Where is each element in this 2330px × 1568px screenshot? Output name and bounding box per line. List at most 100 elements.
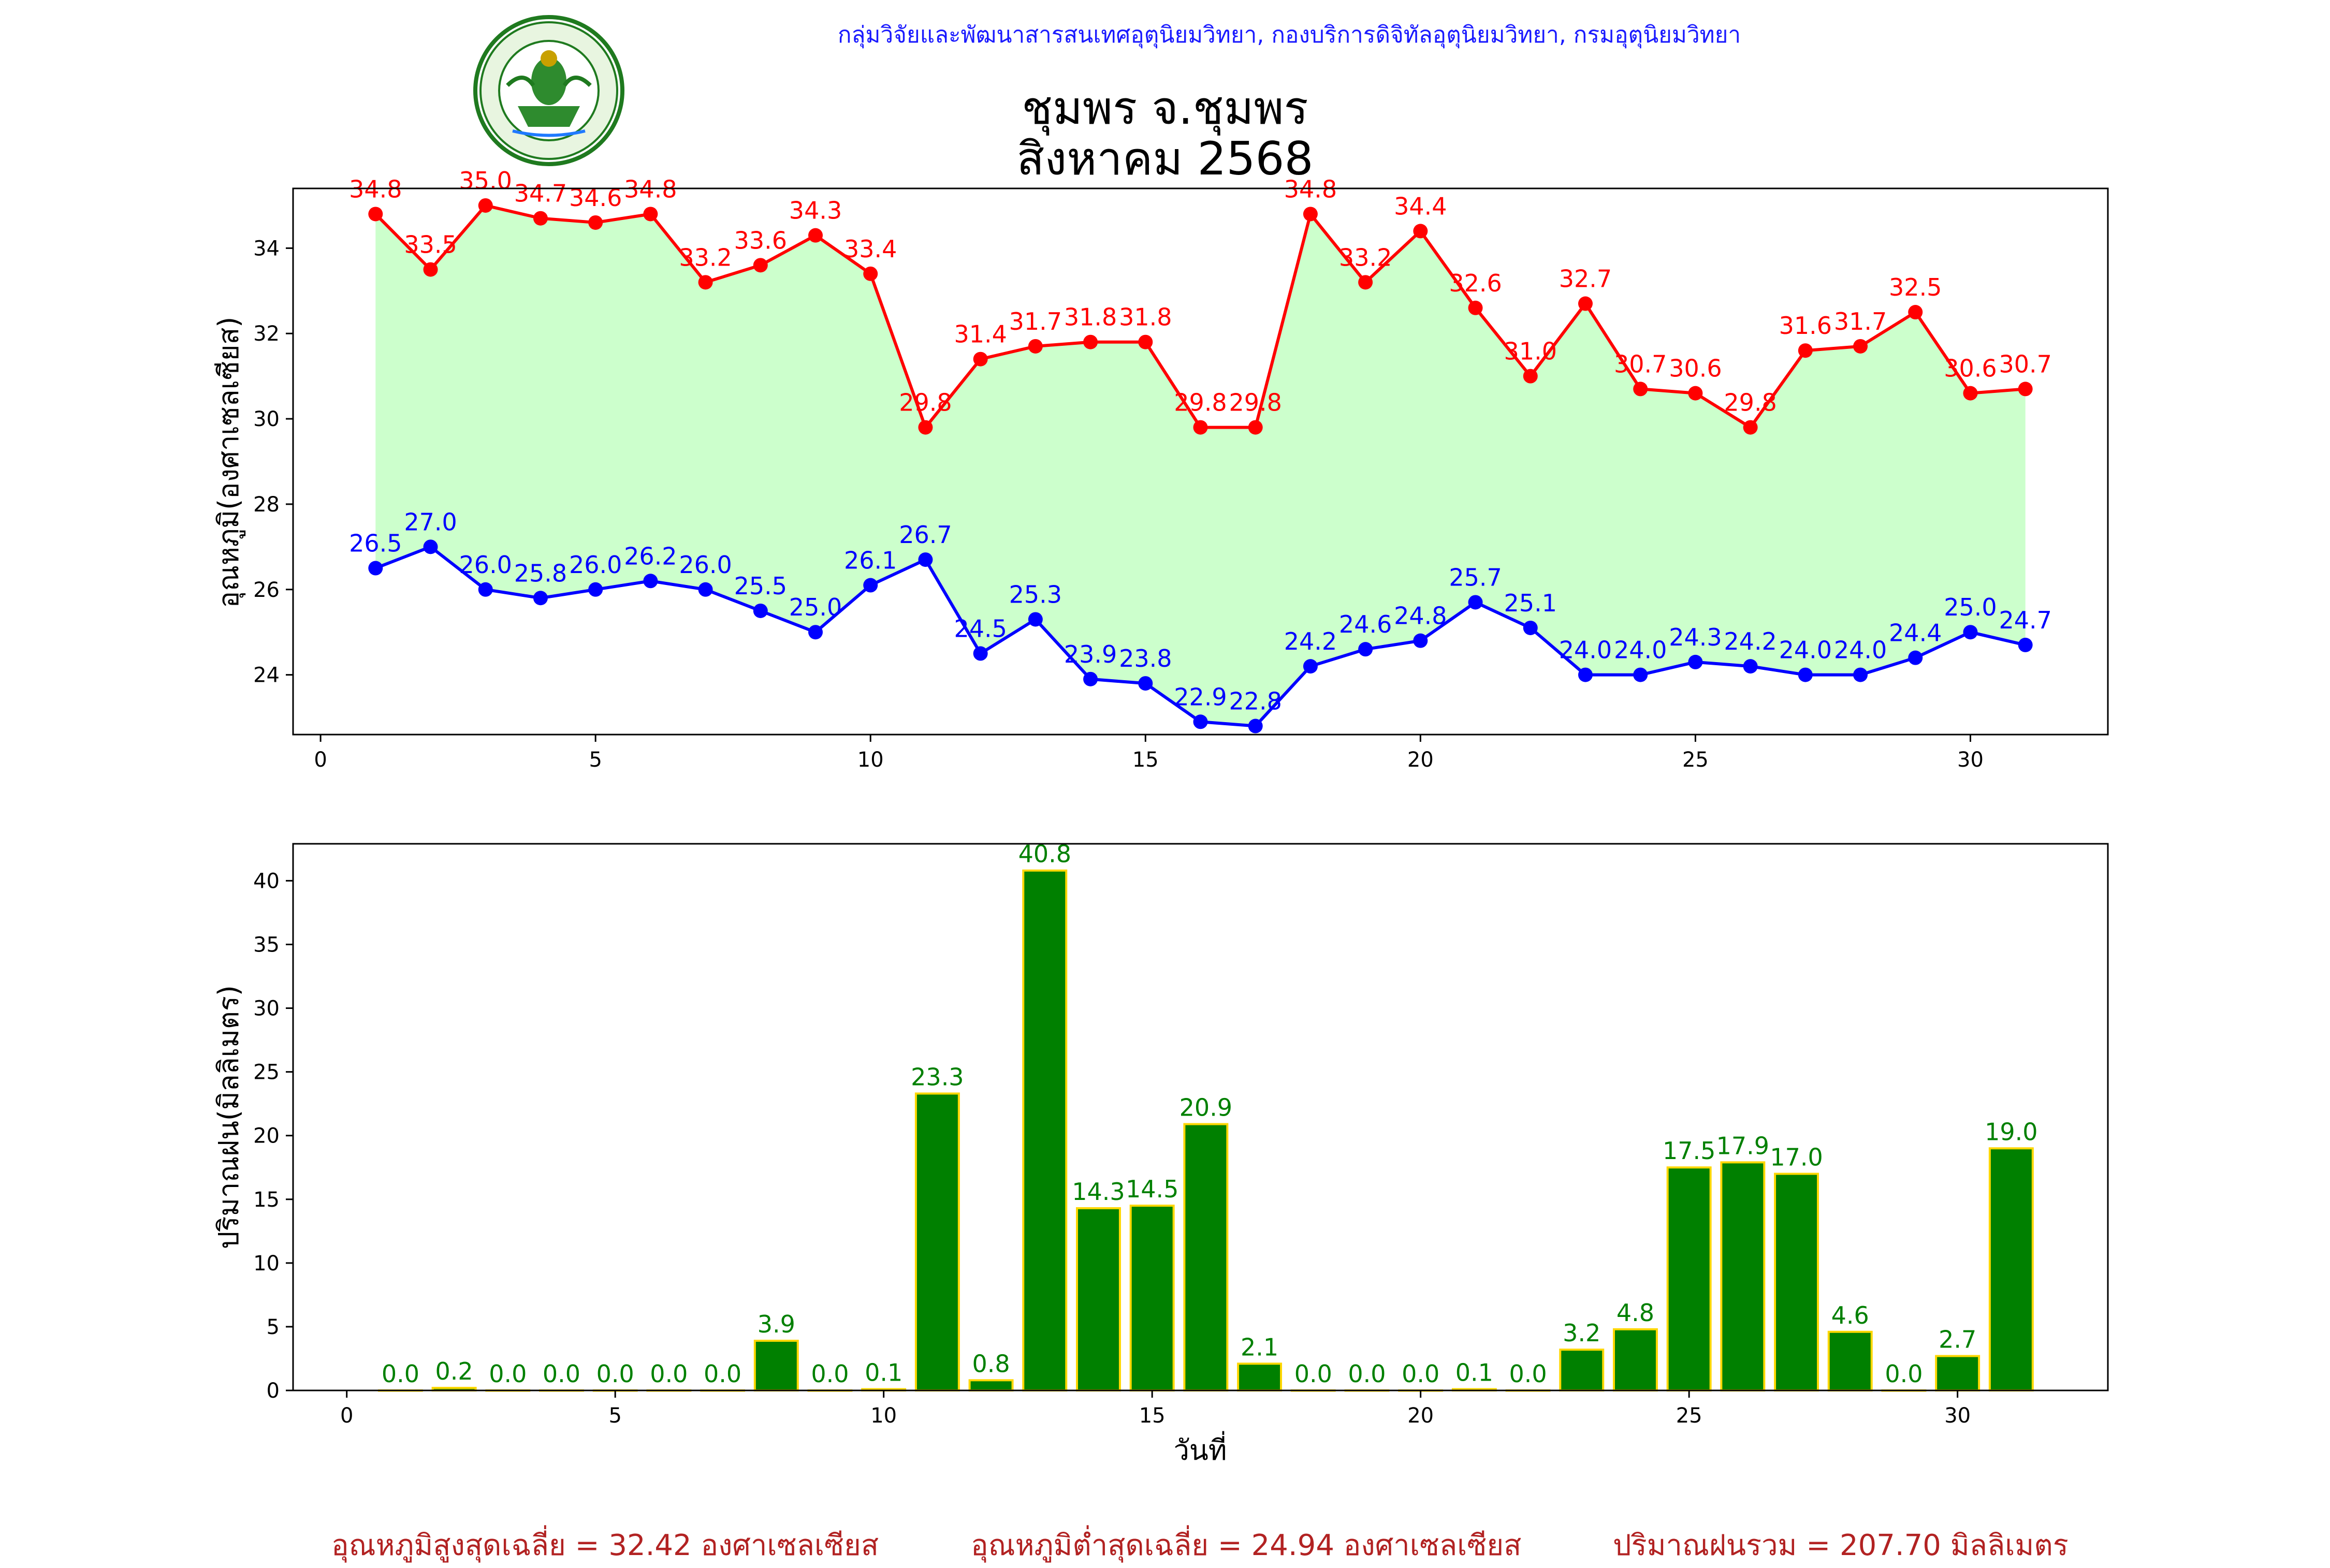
rain-label-3: 0.0 bbox=[489, 1360, 527, 1388]
rain-y-tick-label: 25 bbox=[253, 1061, 280, 1085]
avg-max-temperature: อุณหภูมิสูงสุดเฉลี่ย = 32.42 องศาเซลเซีย… bbox=[331, 1529, 879, 1562]
max-temp-label-24: 30.7 bbox=[1614, 350, 1667, 378]
min-temp-label-2: 27.0 bbox=[404, 508, 457, 536]
rain-label-8: 3.9 bbox=[758, 1310, 795, 1338]
rain-label-11: 23.3 bbox=[911, 1063, 964, 1091]
min-temp-label-16: 22.9 bbox=[1174, 683, 1227, 711]
temperature-range-fill bbox=[375, 206, 2026, 726]
rain-label-28: 4.6 bbox=[1831, 1301, 1869, 1329]
temperature-chart: 34.833.535.0 34.7 34.6 34.833.233.634.333.4… bbox=[212, 167, 2109, 772]
rain-y-tick-label: 40 bbox=[253, 869, 280, 893]
max-temp-point-25 bbox=[1688, 386, 1703, 401]
rainfall-x-axis-label: วันที่ bbox=[1174, 1431, 1227, 1467]
max-temp-point-14 bbox=[1083, 334, 1098, 349]
min-temp-label-28: 24.0 bbox=[1834, 636, 1887, 664]
max-temp-label-21: 32.6 bbox=[1449, 269, 1502, 297]
rain-label-6: 0.0 bbox=[650, 1360, 688, 1388]
rain-bar-25 bbox=[1666, 1166, 1712, 1391]
rainfall-bars bbox=[377, 869, 2034, 1392]
min-temp-point-6 bbox=[643, 574, 658, 589]
month-year: สิงหาคม 2568 bbox=[1016, 132, 1314, 185]
min-temp-point-24 bbox=[1633, 667, 1648, 682]
max-temp-label-25: 30.6 bbox=[1669, 355, 1722, 383]
rain-label-4: 0.0 bbox=[543, 1360, 580, 1388]
rain-y-tick-label: 35 bbox=[253, 933, 280, 957]
temp-x-tick-label: 5 bbox=[589, 748, 602, 772]
rain-label-24: 4.8 bbox=[1617, 1299, 1654, 1327]
rain-y-tick-label: 30 bbox=[253, 997, 280, 1021]
rain-x-tick-label: 0 bbox=[340, 1404, 353, 1428]
rain-bar-26 bbox=[1720, 1161, 1766, 1391]
rain-label-31: 19.0 bbox=[1985, 1118, 2037, 1146]
temp-x-tick-label: 0 bbox=[314, 748, 327, 772]
rain-bar-31 bbox=[1988, 1147, 2034, 1391]
max-temp-label-26: 29.8 bbox=[1724, 389, 1776, 417]
rain-label-12: 0.8 bbox=[972, 1350, 1010, 1378]
min-temp-label-20: 24.8 bbox=[1394, 602, 1447, 630]
min-temp-point-30 bbox=[1963, 625, 1978, 640]
chart-title: ชุมพร จ.ชุมพร สิงหาคม 2568 bbox=[0, 83, 2330, 184]
max-temp-point-22 bbox=[1523, 369, 1538, 384]
rain-bar-8 bbox=[753, 1340, 799, 1391]
max-temp-point-20 bbox=[1413, 224, 1428, 239]
min-temp-point-27 bbox=[1798, 667, 1813, 682]
max-temp-label-20: 34.4 bbox=[1394, 192, 1447, 220]
rain-bar-27 bbox=[1774, 1173, 1819, 1392]
rain-bar-28 bbox=[1827, 1330, 1873, 1392]
agency-title: กลุ่มวิจัยและพัฒนาสารสนเทศอุตุนิยมวิทยา,… bbox=[837, 22, 1741, 48]
min-temp-point-8 bbox=[753, 603, 768, 618]
min-temp-label-24: 24.0 bbox=[1614, 636, 1667, 664]
temperature-x-ticks: 0 5 10 15 20 25 30 bbox=[314, 735, 1984, 772]
max-temp-label-28: 31.7 bbox=[1834, 307, 1887, 335]
min-temp-point-10 bbox=[863, 578, 878, 593]
rain-y-tick-label: 5 bbox=[267, 1315, 280, 1339]
temp-x-tick-label: 30 bbox=[1957, 748, 1984, 772]
min-temp-label-15: 23.8 bbox=[1119, 644, 1172, 672]
rain-label-17: 2.1 bbox=[1241, 1333, 1278, 1361]
max-temp-point-23 bbox=[1578, 296, 1593, 311]
min-temperature-labels: 26.527.026.0 25.8 26.0 26.2 26.025.525.026.1… bbox=[349, 508, 2052, 715]
min-temp-label-26: 24.2 bbox=[1724, 627, 1776, 655]
max-temp-point-10 bbox=[863, 266, 878, 281]
rain-label-2: 0.2 bbox=[435, 1357, 473, 1385]
rainfall-x-ticks: 0 5 10 15 20 25 30 bbox=[340, 1390, 1971, 1428]
rain-x-tick-label: 30 bbox=[1944, 1404, 1971, 1428]
rain-bar-24 bbox=[1612, 1328, 1658, 1392]
total-rainfall: ปริมาณฝนรวม = 207.70 มิลลิเมตร bbox=[1613, 1529, 2069, 1562]
min-temp-label-4: 25.8 bbox=[514, 559, 567, 587]
max-temp-point-19 bbox=[1358, 275, 1373, 290]
max-temp-label-2: 33.5 bbox=[404, 231, 457, 259]
max-temp-label-7: 33.2 bbox=[679, 243, 732, 271]
min-temp-point-15 bbox=[1138, 676, 1153, 691]
temp-y-tick-label: 30 bbox=[253, 407, 280, 431]
rain-label-19: 0.0 bbox=[1348, 1360, 1386, 1388]
rain-label-13: 40.8 bbox=[1018, 840, 1071, 868]
min-temp-label-17: 22.8 bbox=[1229, 687, 1282, 715]
min-temp-label-8: 25.5 bbox=[734, 572, 787, 600]
min-temp-point-2 bbox=[423, 539, 438, 554]
min-temp-label-12: 24.5 bbox=[954, 614, 1007, 642]
max-temp-point-1 bbox=[368, 207, 383, 222]
max-temp-label-9: 34.3 bbox=[789, 197, 842, 225]
max-temp-point-17 bbox=[1248, 420, 1263, 435]
min-temp-point-21 bbox=[1468, 595, 1483, 610]
rain-x-tick-label: 25 bbox=[1676, 1404, 1702, 1428]
temperature-plot-frame bbox=[292, 187, 2109, 736]
rainfall-y-ticks: 0 5 10 15 20 25 30 35 40 bbox=[253, 869, 293, 1403]
min-temp-label-6: 26.2 bbox=[624, 542, 677, 570]
rain-bar-13 bbox=[1022, 869, 1068, 1391]
rain-label-26: 17.9 bbox=[1716, 1132, 1769, 1160]
rain-bar-15 bbox=[1129, 1205, 1175, 1391]
rain-y-tick-label: 10 bbox=[253, 1252, 280, 1276]
min-temp-label-1: 26.5 bbox=[349, 530, 402, 558]
min-temp-label-29: 24.4 bbox=[1889, 619, 1942, 647]
rain-label-23: 3.2 bbox=[1563, 1319, 1600, 1347]
max-temp-point-28 bbox=[1853, 339, 1868, 354]
rain-x-tick-label: 5 bbox=[608, 1404, 621, 1428]
min-temp-label-14: 23.9 bbox=[1064, 640, 1117, 668]
rain-label-29: 0.0 bbox=[1885, 1360, 1923, 1388]
rain-label-9: 0.0 bbox=[811, 1360, 849, 1388]
max-temp-point-18 bbox=[1303, 207, 1318, 222]
rain-x-tick-label: 20 bbox=[1407, 1404, 1434, 1428]
